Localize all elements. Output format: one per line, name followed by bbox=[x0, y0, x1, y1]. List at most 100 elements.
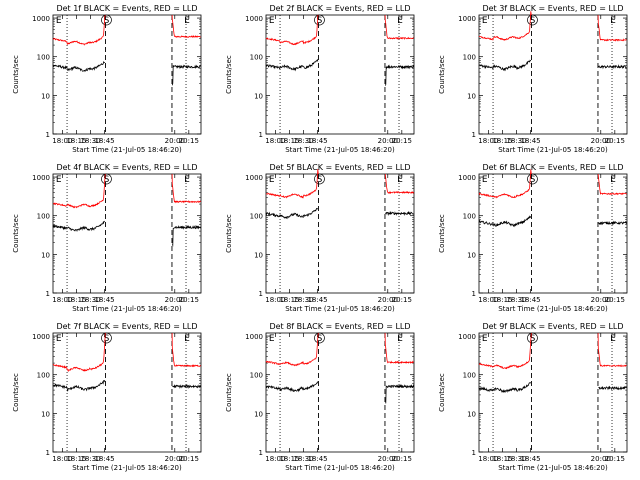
x-tick-label: 20:15 bbox=[392, 137, 412, 145]
x-tick-label: 18:15 bbox=[492, 137, 512, 145]
marker-label-E: E bbox=[482, 16, 488, 26]
panel-title: Det 7f BLACK = Events, RED = LLD bbox=[56, 322, 197, 331]
panel-title: Det 1f BLACK = Events, RED = LLD bbox=[56, 4, 197, 13]
panel-det-2f: Det 2f BLACK = Events, RED = LLD 1 10 100 10… bbox=[225, 4, 415, 154]
marker-label-S: S bbox=[104, 334, 110, 344]
y-axis-label: Counts/sec bbox=[438, 373, 446, 412]
marker-circle bbox=[314, 173, 325, 185]
events-series-post bbox=[171, 64, 201, 86]
x-tick-label: 20:15 bbox=[179, 455, 199, 463]
x-axis-label: Start Time (21-Jul-05 18:46:20) bbox=[498, 305, 608, 313]
events-series-post bbox=[171, 224, 201, 247]
x-tick-label: 20:00 bbox=[591, 296, 611, 304]
x-axis-label: Start Time (21-Jul-05 18:46:20) bbox=[72, 146, 182, 154]
marker-label-E: E bbox=[610, 175, 616, 185]
x-tick-label: 18:45 bbox=[94, 296, 114, 304]
x-tick-label: 18:30 bbox=[80, 137, 100, 145]
events-series-pre bbox=[52, 220, 106, 233]
lld-series-post bbox=[384, 332, 414, 364]
x-tick-label: 20:00 bbox=[591, 455, 611, 463]
marker-circle bbox=[314, 14, 325, 26]
y-tick-label: 1000 bbox=[245, 15, 263, 23]
events-series-pre bbox=[478, 382, 532, 394]
marker-label-E: E bbox=[184, 175, 190, 185]
lld-series-pre bbox=[265, 332, 319, 367]
lld-series-post bbox=[171, 332, 201, 368]
events-series-post bbox=[597, 64, 627, 70]
y-tick-label: 10 bbox=[467, 410, 476, 418]
y-tick-label: 1 bbox=[259, 131, 263, 139]
y-tick-label: 100 bbox=[37, 54, 50, 62]
x-tick-label: 18:15 bbox=[279, 296, 299, 304]
x-tick-label: 20:00 bbox=[165, 455, 185, 463]
plot-frame bbox=[478, 173, 628, 294]
lld-series-pre bbox=[52, 14, 106, 46]
x-axis-label: Start Time (21-Jul-05 18:46:20) bbox=[72, 305, 182, 313]
marker-label-S: S bbox=[104, 175, 110, 185]
panel-det-6f: Det 6f BLACK = Events, RED = LLD 1 10 100 10… bbox=[438, 163, 628, 313]
y-tick-label: 100 bbox=[37, 372, 50, 380]
y-tick-label: 100 bbox=[463, 54, 476, 62]
x-tick-label: 20:15 bbox=[179, 296, 199, 304]
y-tick-label: 10 bbox=[467, 251, 476, 259]
x-axis-label: Start Time (21-Jul-05 18:46:20) bbox=[285, 464, 395, 472]
x-tick-label: 18:45 bbox=[307, 455, 327, 463]
y-tick-label: 1 bbox=[472, 449, 476, 457]
x-tick-label: 20:00 bbox=[378, 137, 398, 145]
y-tick-label: 1000 bbox=[245, 174, 263, 182]
panel-title: Det 3f BLACK = Events, RED = LLD bbox=[482, 4, 623, 13]
x-tick-label: 18:45 bbox=[520, 296, 540, 304]
y-tick-label: 1 bbox=[259, 449, 263, 457]
x-tick-label: 18:15 bbox=[492, 455, 512, 463]
lld-series-post bbox=[384, 14, 414, 41]
x-tick-label: 18:15 bbox=[66, 296, 86, 304]
x-tick-label: 18:15 bbox=[66, 455, 86, 463]
y-axis-label: Counts/sec bbox=[12, 55, 20, 94]
y-tick-label: 100 bbox=[250, 213, 263, 221]
x-tick-label: 20:00 bbox=[591, 137, 611, 145]
x-tick-label: 18:45 bbox=[307, 296, 327, 304]
plot-frame bbox=[52, 14, 202, 135]
panel-title: Det 5f BLACK = Events, RED = LLD bbox=[269, 163, 410, 172]
x-tick-label: 18:45 bbox=[520, 455, 540, 463]
x-tick-label: 18:00 bbox=[265, 455, 285, 463]
y-tick-label: 100 bbox=[250, 372, 263, 380]
marker-label-S: S bbox=[317, 334, 323, 344]
marker-label-E: E bbox=[482, 334, 488, 344]
marker-circle bbox=[101, 173, 112, 185]
x-tick-label: 18:30 bbox=[293, 137, 313, 145]
y-tick-label: 10 bbox=[254, 92, 263, 100]
y-tick-label: 1 bbox=[472, 290, 476, 298]
lld-series-post bbox=[597, 173, 627, 196]
panel-det-1f: Det 1f BLACK = Events, RED = LLD 1 10 100 10… bbox=[12, 4, 202, 154]
marker-label-E: E bbox=[269, 334, 275, 344]
events-series-pre bbox=[478, 215, 532, 228]
panel-det-7f: Det 7f BLACK = Events, RED = LLD 1 10 100 10… bbox=[12, 322, 202, 472]
panel-title: Det 2f BLACK = Events, RED = LLD bbox=[269, 4, 410, 13]
marker-label-S: S bbox=[530, 334, 536, 344]
x-tick-label: 20:15 bbox=[179, 137, 199, 145]
x-tick-label: 20:15 bbox=[392, 455, 412, 463]
x-tick-label: 20:15 bbox=[605, 137, 625, 145]
marker-label-E: E bbox=[397, 334, 403, 344]
lld-series-post bbox=[171, 14, 201, 38]
marker-label-E: E bbox=[482, 175, 488, 185]
x-tick-label: 20:15 bbox=[392, 296, 412, 304]
marker-circle bbox=[101, 14, 112, 26]
plot-frame bbox=[265, 332, 415, 453]
marker-circle bbox=[101, 332, 112, 344]
y-tick-label: 10 bbox=[41, 251, 50, 259]
marker-label-S: S bbox=[530, 175, 536, 185]
panel-det-8f: Det 8f BLACK = Events, RED = LLD 1 10 100 10… bbox=[225, 322, 415, 472]
lld-series-post bbox=[384, 173, 414, 195]
events-series-post bbox=[384, 64, 414, 86]
y-axis-label: Counts/sec bbox=[12, 373, 20, 412]
x-tick-label: 18:00 bbox=[265, 296, 285, 304]
events-series-post bbox=[598, 385, 627, 391]
y-tick-label: 1000 bbox=[458, 174, 476, 182]
events-series-pre bbox=[265, 381, 319, 393]
x-tick-label: 18:30 bbox=[293, 455, 313, 463]
marker-circle bbox=[314, 332, 325, 344]
plot-frame bbox=[52, 332, 202, 453]
y-tick-label: 10 bbox=[41, 92, 50, 100]
